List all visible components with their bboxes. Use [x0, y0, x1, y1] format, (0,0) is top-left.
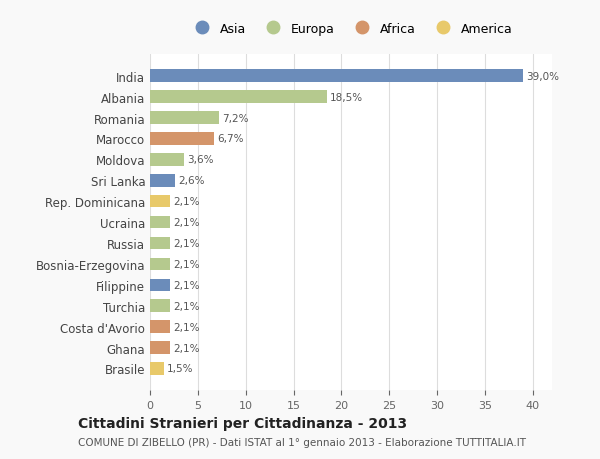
Text: 2,1%: 2,1%	[173, 218, 199, 228]
Bar	[150, 91, 327, 104]
Text: 2,6%: 2,6%	[178, 176, 204, 186]
Text: 18,5%: 18,5%	[330, 92, 363, 102]
Bar	[150, 196, 170, 208]
Text: 3,6%: 3,6%	[187, 155, 214, 165]
Bar	[150, 300, 170, 312]
Bar	[150, 258, 170, 271]
Text: Cittadini Stranieri per Cittadinanza - 2013: Cittadini Stranieri per Cittadinanza - 2…	[78, 416, 407, 430]
Text: 2,1%: 2,1%	[173, 259, 199, 269]
Bar	[150, 216, 170, 229]
Text: 39,0%: 39,0%	[526, 72, 559, 82]
Bar	[150, 112, 219, 124]
Text: COMUNE DI ZIBELLO (PR) - Dati ISTAT al 1° gennaio 2013 - Elaborazione TUTTITALIA: COMUNE DI ZIBELLO (PR) - Dati ISTAT al 1…	[78, 437, 526, 447]
Legend: Asia, Europa, Africa, America: Asia, Europa, Africa, America	[185, 18, 517, 41]
Text: 2,1%: 2,1%	[173, 239, 199, 248]
Text: 6,7%: 6,7%	[217, 134, 244, 144]
Text: 1,5%: 1,5%	[167, 364, 194, 374]
Text: 2,1%: 2,1%	[173, 280, 199, 290]
Text: 2,1%: 2,1%	[173, 343, 199, 353]
Text: 2,1%: 2,1%	[173, 197, 199, 207]
Bar	[150, 321, 170, 333]
Bar	[150, 174, 175, 187]
Text: 2,1%: 2,1%	[173, 301, 199, 311]
Bar	[150, 133, 214, 146]
Bar	[150, 70, 523, 83]
Bar	[150, 154, 184, 166]
Bar	[150, 341, 170, 354]
Text: 7,2%: 7,2%	[222, 113, 248, 123]
Bar	[150, 363, 164, 375]
Text: 2,1%: 2,1%	[173, 322, 199, 332]
Bar	[150, 279, 170, 291]
Bar	[150, 237, 170, 250]
